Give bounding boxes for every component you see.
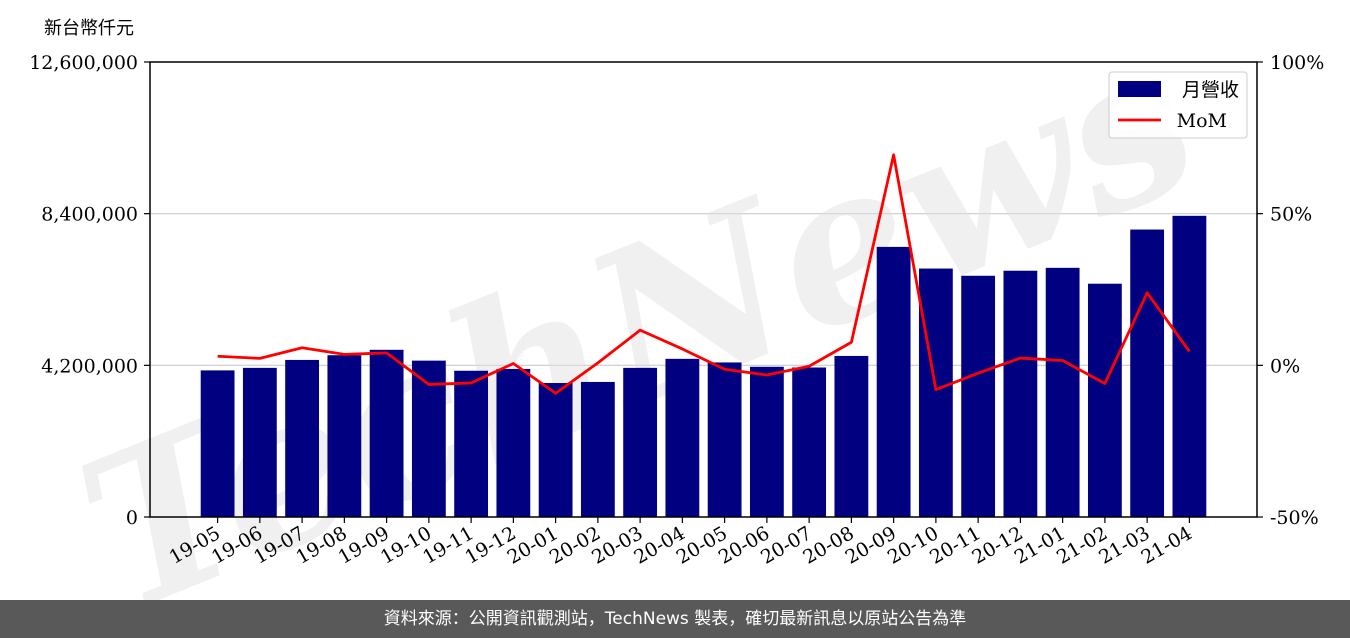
right-tick-label: 100% xyxy=(1270,52,1324,74)
bar-19-07 xyxy=(285,359,320,517)
left-tick-label: 8,400,000 xyxy=(41,204,138,226)
bar-20-03 xyxy=(623,367,658,517)
bar-20-01 xyxy=(538,383,573,517)
bar-19-11 xyxy=(454,370,489,517)
revenue-bars xyxy=(200,215,1207,518)
bar-20-09 xyxy=(876,246,911,517)
right-tick-label: 0% xyxy=(1270,355,1300,377)
bar-19-12 xyxy=(496,368,531,517)
right-tick-label: 50% xyxy=(1270,204,1312,226)
bar-21-03 xyxy=(1130,229,1165,518)
bar-20-11 xyxy=(961,275,996,517)
y-axis-unit-label: 新台幣仟元 xyxy=(44,18,134,39)
left-tick-label: 0 xyxy=(126,507,138,529)
bar-20-08 xyxy=(834,355,869,517)
bar-19-09 xyxy=(369,349,404,517)
legend-label-mom: MoM xyxy=(1177,110,1227,132)
bar-20-04 xyxy=(665,358,700,517)
bar-20-10 xyxy=(918,268,953,517)
source-footer: 資料來源：公開資訊觀測站，TechNews 製表，確切最新訊息以原站公告為準 xyxy=(0,600,1350,638)
bar-19-06 xyxy=(242,367,277,517)
bar-20-06 xyxy=(749,366,784,517)
bar-21-01 xyxy=(1045,267,1080,517)
left-tick-label: 4,200,000 xyxy=(41,355,138,377)
right-tick-label: -50% xyxy=(1270,507,1319,529)
bar-20-02 xyxy=(580,381,615,517)
bar-20-05 xyxy=(707,362,742,517)
mom-line-series xyxy=(217,153,1191,395)
legend-swatch-revenue xyxy=(1118,81,1161,97)
bar-19-05 xyxy=(200,370,235,517)
plot-frame xyxy=(149,61,1258,518)
bar-19-08 xyxy=(327,355,362,517)
legend: 月營收 MoM xyxy=(1108,71,1248,139)
mom-line xyxy=(217,153,1191,395)
chart: TechNews 04,200,0008,400,00012,600,000-5… xyxy=(29,0,1324,600)
bar-20-07 xyxy=(792,367,827,517)
bar-19-10 xyxy=(411,360,446,517)
bar-21-04 xyxy=(1172,215,1207,518)
bar-20-12 xyxy=(1003,270,1038,517)
bar-21-02 xyxy=(1087,283,1122,517)
left-tick-label: 12,600,000 xyxy=(29,52,138,74)
legend-label-revenue: 月營收 xyxy=(1182,79,1239,101)
